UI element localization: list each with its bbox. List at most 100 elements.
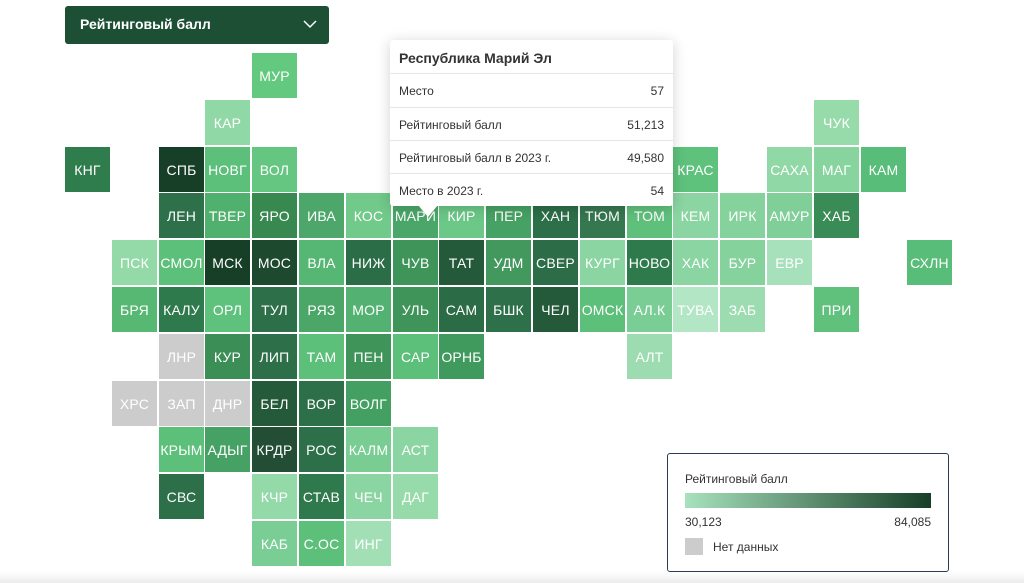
region-tile[interactable]: КАЛУ [159, 287, 204, 332]
no-data-label: Нет данных [713, 540, 779, 554]
region-tile[interactable]: ЧЕЧ [346, 474, 391, 519]
region-tile[interactable]: СХЛН [907, 240, 952, 285]
region-tile[interactable]: ДАГ [393, 474, 438, 519]
region-tile[interactable]: КРАС [673, 147, 718, 192]
legend-min-label: 30,123 [685, 515, 722, 529]
region-tile[interactable]: ТУВА [673, 287, 718, 332]
region-tile[interactable]: КРДР [252, 427, 297, 472]
region-tile[interactable]: ВОР [299, 381, 344, 426]
region-tile[interactable]: ПРИ [814, 287, 859, 332]
region-tile[interactable]: ТУЛ [252, 287, 297, 332]
region-tile[interactable]: АЛ.К [627, 287, 672, 332]
chevron-down-icon [303, 20, 317, 29]
region-tile[interactable]: ОМСК [580, 287, 625, 332]
tooltip-pointer [418, 205, 438, 217]
region-tile[interactable]: ВОЛ [252, 147, 297, 192]
region-tile[interactable]: ИНГ [346, 521, 391, 566]
region-tile[interactable]: ХАК [673, 240, 718, 285]
region-tile[interactable]: ЯРО [252, 193, 297, 238]
region-tile[interactable]: ЛЕН [159, 193, 204, 238]
tooltip-row: Рейтинговый балл в 2023 г. 49,580 [390, 140, 673, 173]
region-tile[interactable]: КАР [205, 100, 250, 145]
region-tile[interactable]: НОВГ [205, 147, 250, 192]
region-tile[interactable]: ПЕН [346, 334, 391, 379]
region-tile[interactable]: КЧР [252, 474, 297, 519]
tooltip-row-label: Место в 2023 г. [399, 184, 484, 198]
region-tile[interactable]: МОС [252, 240, 297, 285]
region-tile[interactable]: ХРС [112, 381, 157, 426]
region-tile[interactable]: ДНР [205, 381, 250, 426]
region-tile[interactable]: МАГ [814, 147, 859, 192]
region-tile[interactable]: ОРЛ [205, 287, 250, 332]
region-tile[interactable]: КНГ [65, 147, 110, 192]
region-tile[interactable]: ТАТ [439, 240, 484, 285]
region-tile[interactable]: АСТ [393, 427, 438, 472]
tooltip-row: Место в 2023 г. 54 [390, 173, 673, 206]
region-tile[interactable]: УДМ [486, 240, 531, 285]
region-tooltip: Республика Марий Эл Место 57 Рейтинговый… [390, 40, 673, 217]
region-tile[interactable]: ЧЕЛ [533, 287, 578, 332]
region-tile[interactable]: ИРК [720, 193, 765, 238]
region-tile[interactable]: ЛНР [159, 334, 204, 379]
legend-max-label: 84,085 [894, 515, 931, 529]
region-tile[interactable]: САМ [439, 287, 484, 332]
color-legend: Рейтинговый балл 30,123 84,085 Нет данны… [667, 453, 949, 572]
tooltip-row-value: 49,580 [627, 151, 664, 165]
region-tile[interactable]: АЛТ [627, 334, 672, 379]
region-tile[interactable]: НИЖ [346, 240, 391, 285]
bottom-edge [0, 572, 1024, 583]
region-tile[interactable]: ТВЕР [205, 193, 250, 238]
region-tile[interactable]: СПБ [159, 147, 204, 192]
metric-selector-label: Рейтинговый балл [80, 16, 211, 32]
region-tile[interactable]: БШК [486, 287, 531, 332]
tooltip-row-value: 51,213 [627, 118, 664, 132]
tooltip-row: Рейтинговый балл 51,213 [390, 107, 673, 140]
region-tile[interactable]: КУРГ [580, 240, 625, 285]
region-tile[interactable]: ЗАБ [720, 287, 765, 332]
region-tile[interactable]: ЕВР [767, 240, 812, 285]
region-tile[interactable]: РОС [299, 427, 344, 472]
region-tile[interactable]: РЯЗ [299, 287, 344, 332]
region-tile[interactable]: ТАМ [299, 334, 344, 379]
region-tile[interactable]: НОВО [627, 240, 672, 285]
region-tile[interactable]: БУР [720, 240, 765, 285]
region-tile[interactable]: С.ОС [299, 521, 344, 566]
region-tile[interactable]: СВЕР [533, 240, 578, 285]
legend-title: Рейтинговый балл [685, 472, 788, 486]
region-tile[interactable]: ХАБ [814, 193, 859, 238]
region-tile[interactable]: КЕМ [673, 193, 718, 238]
region-tile[interactable]: ЧУК [814, 100, 859, 145]
region-tile[interactable]: ЗАП [159, 381, 204, 426]
region-tile[interactable]: СВС [159, 474, 204, 519]
region-tile[interactable]: ЧУВ [393, 240, 438, 285]
region-tile[interactable]: ВОЛГ [346, 381, 391, 426]
region-tile[interactable]: УЛЬ [393, 287, 438, 332]
region-tile[interactable]: КОС [346, 193, 391, 238]
region-tile[interactable]: КАМ [861, 147, 906, 192]
region-tile[interactable]: КУР [205, 334, 250, 379]
region-tile[interactable]: МОР [346, 287, 391, 332]
region-tile[interactable]: КАЛМ [346, 427, 391, 472]
region-tile[interactable]: ПСК [112, 240, 157, 285]
region-tile[interactable]: ЛИП [252, 334, 297, 379]
region-tile[interactable]: МУР [252, 53, 297, 98]
region-tile[interactable]: СМОЛ [159, 240, 204, 285]
region-tile[interactable]: САХА [767, 147, 812, 192]
region-tile[interactable]: ОРНБ [439, 334, 484, 379]
region-tile[interactable]: БЕЛ [252, 381, 297, 426]
region-tile[interactable]: АМУР [767, 193, 812, 238]
region-tile[interactable]: ИВА [299, 193, 344, 238]
region-tile[interactable]: КАБ [252, 521, 297, 566]
region-tile[interactable]: ВЛА [299, 240, 344, 285]
region-tile[interactable]: БРЯ [112, 287, 157, 332]
region-tile[interactable]: КРЫМ [159, 427, 204, 472]
tooltip-row-value: 57 [650, 84, 664, 98]
region-tile[interactable]: САР [393, 334, 438, 379]
region-tile[interactable]: СТАВ [299, 474, 344, 519]
no-data-swatch [685, 538, 703, 555]
metric-selector-dropdown[interactable]: Рейтинговый балл [65, 6, 329, 44]
region-tile[interactable]: АДЫГ [205, 427, 250, 472]
region-tile[interactable]: МСК [205, 240, 250, 285]
